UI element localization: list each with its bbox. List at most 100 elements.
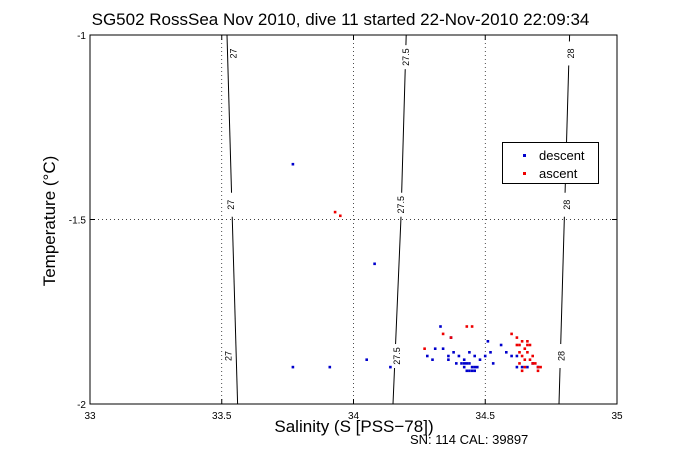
data-point-ascent [536,369,540,373]
data-point-ascent [528,358,532,361]
data-point-ascent [470,325,474,328]
data-point-descent [526,365,529,369]
contour-label-backing [228,41,239,66]
data-point-descent [462,362,466,365]
y-axis-label: Temperature (°C) [40,155,59,287]
contour-label: 28 [557,351,567,361]
data-point-descent [505,351,508,354]
data-point-descent [439,325,442,328]
data-point-descent [447,358,450,361]
data-point-descent [470,365,474,369]
density-contour [392,34,407,405]
data-point-descent [447,354,450,358]
x-tick-label: 33.5 [212,411,232,422]
contour-label: 27 [229,48,239,58]
data-point-descent [473,354,476,358]
data-point-ascent [526,351,529,354]
density-contour [558,34,571,405]
data-point-descent [468,369,471,373]
data-point-ascent [518,343,521,347]
legend-label-descent: descent [539,148,585,163]
data-point-ascent [531,354,534,358]
data-point-descent [457,354,461,358]
data-point-descent [465,369,469,373]
contour-label-backing [395,192,406,217]
y-tick-label: -1 [77,31,86,42]
contour-label-backing [556,344,567,369]
data-point-descent [373,262,376,266]
data-point-descent [499,343,503,347]
data-point-ascent [539,365,542,369]
contour-label-backing [565,41,576,66]
data-point-ascent [339,214,342,218]
x-tick-label: 34 [348,411,360,422]
data-point-descent [291,162,295,166]
data-point-ascent [520,354,524,358]
data-point-descent [520,365,524,369]
data-point-ascent [536,365,540,369]
data-point-descent [465,362,469,365]
data-point-ascent [523,365,527,369]
data-point-ascent [534,362,537,365]
data-point-descent [515,365,519,369]
data-point-descent [441,347,445,350]
data-point-descent [473,369,476,373]
data-point-ascent [449,336,453,339]
data-point-descent [491,362,495,365]
contour-label: 27.5 [401,48,411,66]
data-point-descent [455,362,458,365]
data-point-descent [462,365,466,369]
data-point-descent [489,351,492,354]
data-point-descent [468,362,471,365]
data-point-descent [328,365,332,369]
data-point-descent [389,365,392,369]
data-point-ascent [518,351,521,354]
data-point-descent [433,347,437,350]
data-point-descent [452,351,455,354]
contour-label: 27 [226,200,236,210]
x-tick-label: 33 [84,411,96,422]
data-point-descent [478,358,482,361]
data-point-ascent [333,210,337,214]
data-point-descent [473,365,476,369]
legend-marker-ascent [523,172,526,175]
data-point-descent [426,354,429,358]
data-point-descent [460,362,463,365]
data-point-ascent [520,369,524,373]
data-point-descent [486,340,490,343]
contour-label-backing [225,192,236,217]
data-point-descent [515,354,519,358]
contour-label-backing [561,192,572,217]
data-point-ascent [423,347,426,350]
legend-label-ascent: ascent [539,166,578,181]
data-point-ascent [523,358,527,361]
data-point-ascent [510,332,513,336]
data-point-descent [483,354,487,358]
data-point-ascent [526,343,529,347]
data-point-ascent [515,343,519,347]
data-point-ascent [531,362,534,365]
data-point-ascent [528,343,532,347]
data-point-ascent [526,340,529,343]
data-point-ascent [441,332,445,336]
data-point-descent [291,365,295,369]
x-tick-label: 35 [611,411,623,422]
contour-label-backing [391,344,402,369]
contour-label: 27 [223,351,233,361]
data-point-ascent [515,336,519,339]
density-contour [226,34,239,405]
x-axis-label: Salinity (S [PSS−78]) [274,417,434,436]
data-point-ascent [518,362,521,365]
y-tick-label: -1.5 [69,216,87,227]
data-point-descent [365,358,368,361]
data-point-descent [462,358,466,361]
data-point-descent [431,358,434,361]
data-point-descent [510,354,513,358]
contour-label: 27.5 [396,196,406,214]
data-point-descent [470,369,474,373]
contour-label: 27.5 [392,347,402,365]
contour-label: 28 [562,200,572,210]
legend-marker-descent [523,154,526,157]
x-tick-label: 34.5 [476,411,496,422]
